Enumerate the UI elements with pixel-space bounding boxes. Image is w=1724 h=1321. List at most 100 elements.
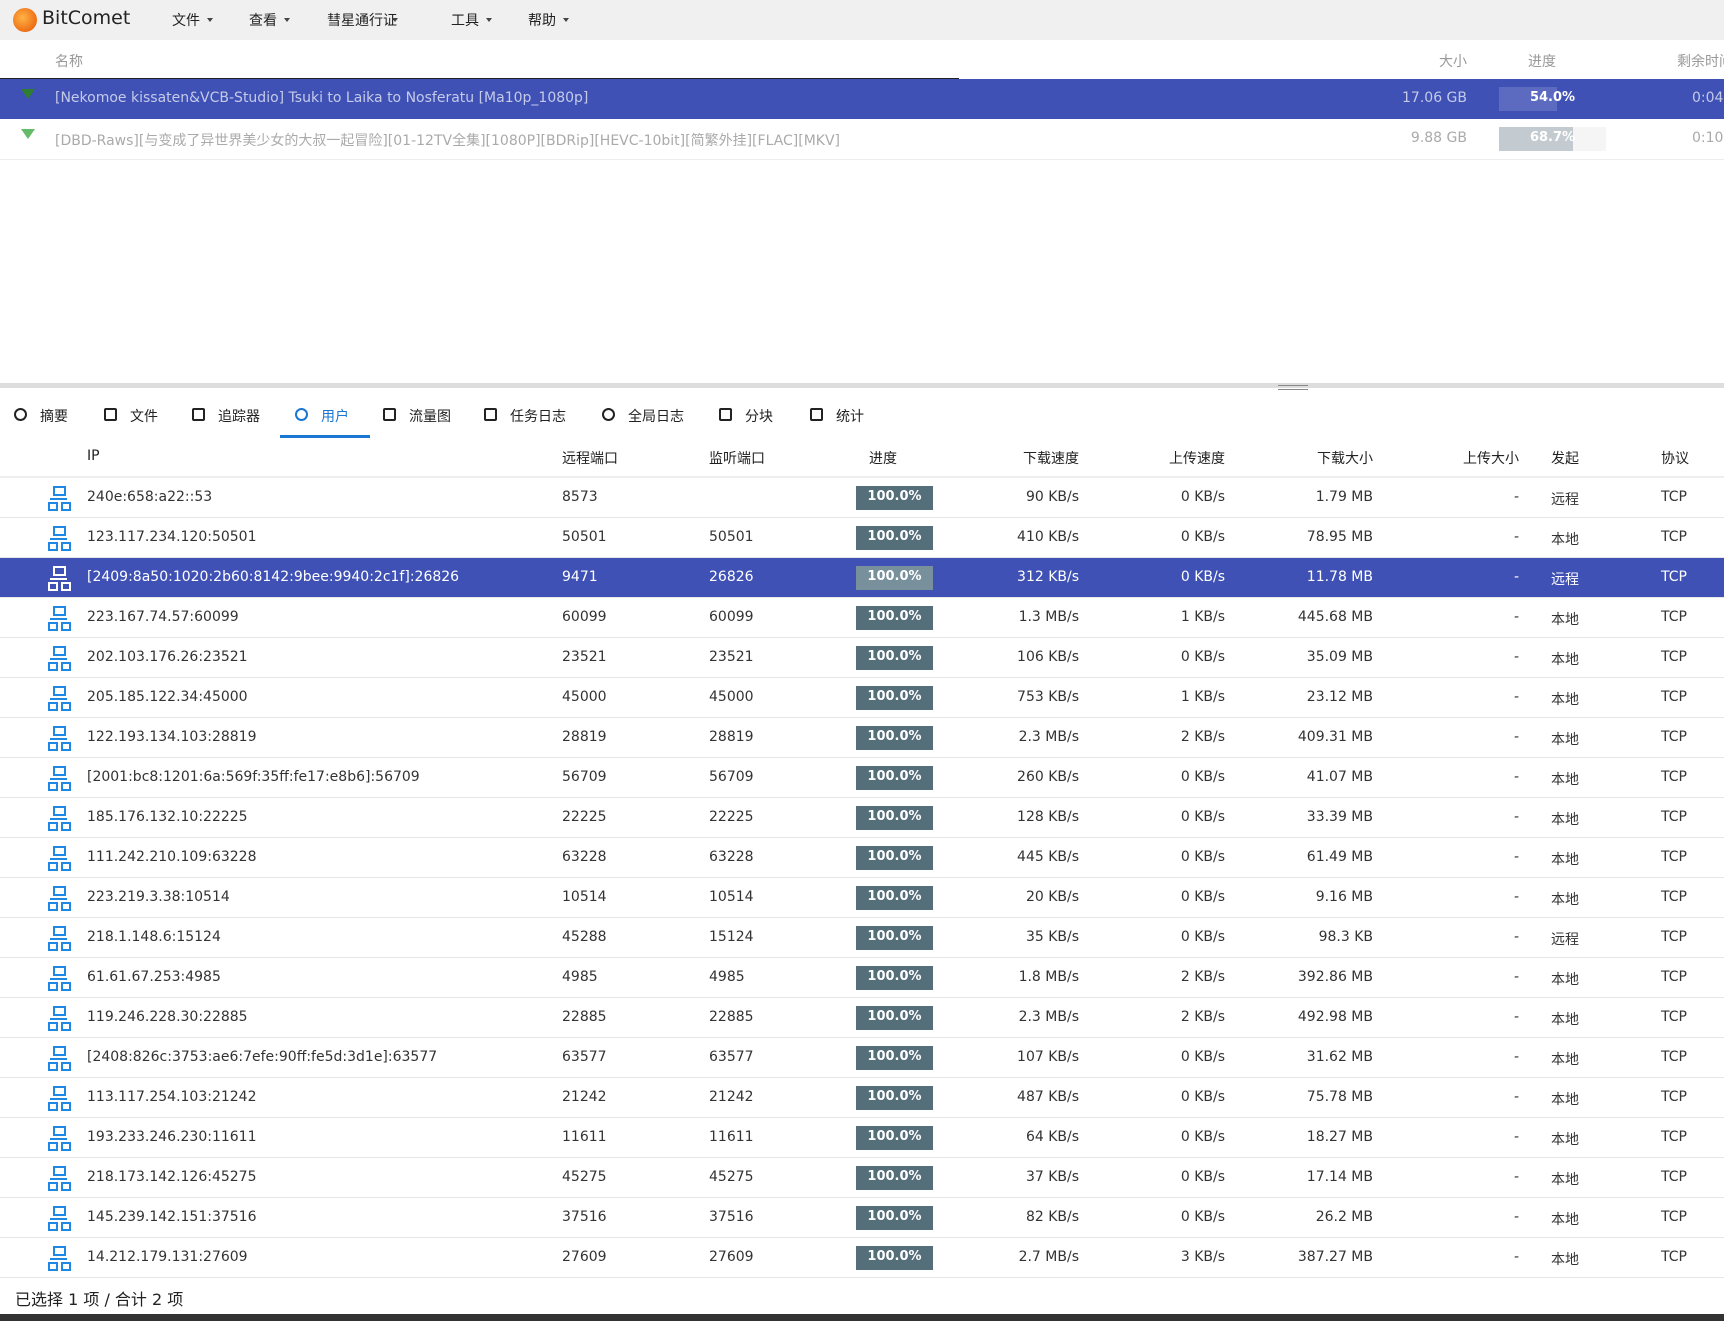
peer-icon-bar [50,618,67,620]
cell: 387.27 MB [1298,1249,1373,1265]
column-header[interactable]: 远程端口 [562,448,618,468]
cell: 45275 [562,1169,607,1185]
progress-text: 100.0% [856,1169,933,1184]
column-header[interactable]: 进度 [833,448,933,468]
cell: - [1514,969,1519,985]
menu-item[interactable]: 彗星通行证 [327,10,397,30]
column-header[interactable]: IP [87,448,100,464]
torrent-name: [DBD-Raws][与变成了异世界美少女的大叔一起冒险][01-12TV全集]… [55,130,840,150]
tab-icon [810,408,823,421]
column-header[interactable]: 协议 [1661,448,1689,468]
cell: 14.212.179.131:27609 [87,1249,248,1265]
cell: 0 KB/s [1181,1089,1225,1105]
cell: - [1514,569,1519,585]
column-header[interactable]: 发起 [1551,448,1579,468]
peer-icon-right [61,1102,71,1111]
peer-icon-bar [50,738,67,740]
cell: 15124 [709,929,754,945]
progress-text: 100.0% [856,809,933,824]
cell: 119.246.228.30:22885 [87,1009,248,1025]
cell: 113.117.254.103:21242 [87,1089,257,1105]
peer-icon-bar [50,538,67,540]
column-header[interactable]: 上传速度 [1169,448,1225,468]
column-header[interactable]: 进度 [1502,51,1582,71]
cell: 21242 [562,1089,607,1105]
tab[interactable]: 摘要 [40,406,68,426]
tab-icon [14,408,27,421]
column-header[interactable]: 大小 [1439,51,1467,71]
peer-icon-left [48,982,58,991]
cell: TCP [1661,889,1687,905]
cell: 本地 [1551,649,1579,669]
peer-icon-left [48,1142,58,1151]
cell: 1 KB/s [1181,609,1225,625]
peer-icon-left [48,1262,58,1271]
cell: 202.103.176.26:23521 [87,649,248,665]
cell: 0 KB/s [1181,1049,1225,1065]
cell: 9471 [562,569,598,585]
peer-icon-right [61,782,71,791]
cell: 410 KB/s [1017,529,1079,545]
peer-icon-top [53,726,66,736]
tab-icon [295,408,308,421]
splitter-handle [1278,385,1308,390]
tab[interactable]: 追踪器 [218,406,260,426]
column-header[interactable]: 名称 [55,51,83,71]
peer-icon-bar [50,898,67,900]
cell: 56709 [709,769,754,785]
cell: 本地 [1551,1209,1579,1229]
column-header[interactable]: 监听端口 [709,448,765,468]
cell: 1.3 MB/s [1019,609,1079,625]
tab[interactable]: 任务日志 [510,406,566,426]
column-header[interactable]: 剩余时间 [1677,51,1724,71]
cell: - [1514,489,1519,505]
menu-item[interactable]: 工具 [451,10,479,30]
column-header[interactable]: 下载大小 [1317,448,1373,468]
progress-text: 100.0% [856,929,933,944]
peer-icon-top [53,526,66,536]
progress-text: 68.7% [1499,130,1606,145]
cell: 75.78 MB [1307,1089,1373,1105]
cell: 2 KB/s [1181,969,1225,985]
menu-item[interactable]: 文件 [172,10,200,30]
peer-icon-right [61,862,71,871]
progress-text: 100.0% [856,969,933,984]
menu-item[interactable]: 帮助 [528,10,556,30]
cell: - [1514,769,1519,785]
tab[interactable]: 全局日志 [628,406,684,426]
tab[interactable]: 流量图 [409,406,451,426]
peer-icon-right [61,502,71,511]
peer-icon-top [53,686,66,696]
cell: 240e:658:a22::53 [87,489,212,505]
cell: 本地 [1551,609,1579,629]
tab[interactable]: 用户 [321,406,349,426]
cell: TCP [1661,689,1687,705]
cell: - [1514,1129,1519,1145]
cell: - [1514,529,1519,545]
peer-icon-top [53,806,66,816]
cell: TCP [1661,729,1687,745]
cell: TCP [1661,1049,1687,1065]
cell: 22225 [562,809,607,825]
peer-icon-top [53,1046,66,1056]
cell: TCP [1661,1009,1687,1025]
progress-text: 100.0% [856,1049,933,1064]
cell: 10514 [709,889,754,905]
cell: TCP [1661,609,1687,625]
cell: - [1514,929,1519,945]
tab[interactable]: 统计 [836,406,864,426]
cell: 0 KB/s [1181,849,1225,865]
peer-icon-right [61,1182,71,1191]
cell: 260 KB/s [1017,769,1079,785]
cell: 28819 [709,729,754,745]
cell: 45000 [562,689,607,705]
cell: 远程 [1551,489,1579,509]
splitter [0,383,1724,388]
tab[interactable]: 分块 [745,406,773,426]
cell: - [1514,809,1519,825]
column-header[interactable]: 下载速度 [1023,448,1079,468]
cell: TCP [1661,1169,1687,1185]
menu-item[interactable]: 查看 [249,10,277,30]
tab[interactable]: 文件 [130,406,158,426]
column-header[interactable]: 上传大小 [1463,448,1519,468]
